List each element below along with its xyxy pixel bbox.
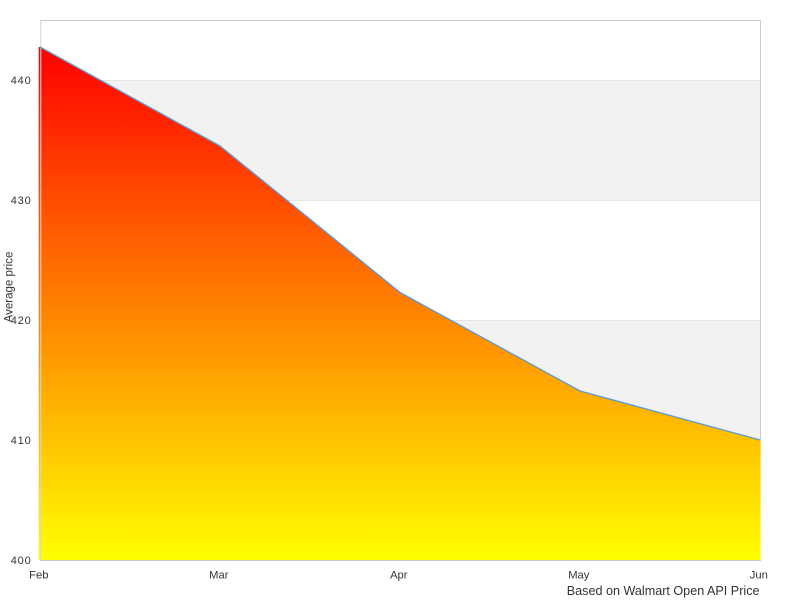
- svg-text:Jun: Jun: [750, 570, 768, 582]
- svg-text:Feb: Feb: [29, 570, 48, 582]
- svg-text:Based on Walmart Open API Pric: Based on Walmart Open API Price: [567, 584, 760, 598]
- svg-text:400: 400: [11, 555, 32, 567]
- svg-text:430: 430: [11, 195, 32, 207]
- svg-text:420: 420: [11, 315, 32, 327]
- svg-text:410: 410: [11, 435, 32, 447]
- svg-text:440: 440: [11, 75, 32, 87]
- svg-text:Apr: Apr: [390, 570, 408, 582]
- svg-text:Average price: Average price: [4, 252, 16, 323]
- svg-text:May: May: [568, 570, 590, 582]
- svg-text:Mar: Mar: [209, 570, 229, 582]
